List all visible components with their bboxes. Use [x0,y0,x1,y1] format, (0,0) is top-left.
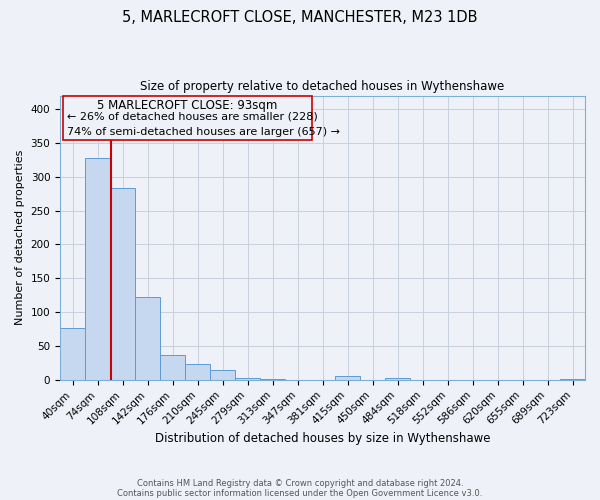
Bar [110,188,135,380]
Text: Contains HM Land Registry data © Crown copyright and database right 2024.: Contains HM Land Registry data © Crown c… [137,478,463,488]
Bar [135,298,160,380]
Bar [385,378,410,380]
Text: 74% of semi-detached houses are larger (657) →: 74% of semi-detached houses are larger (… [67,126,340,136]
Bar [60,328,85,380]
Text: 5 MARLECROFT CLOSE: 93sqm: 5 MARLECROFT CLOSE: 93sqm [97,99,278,112]
Text: ← 26% of detached houses are smaller (228): ← 26% of detached houses are smaller (22… [67,112,317,122]
Bar [160,355,185,380]
Title: Size of property relative to detached houses in Wythenshawe: Size of property relative to detached ho… [140,80,505,93]
FancyBboxPatch shape [62,96,312,140]
Bar [185,364,210,380]
Bar [210,370,235,380]
Bar [260,379,285,380]
Bar [235,378,260,380]
X-axis label: Distribution of detached houses by size in Wythenshawe: Distribution of detached houses by size … [155,432,490,445]
Text: Contains public sector information licensed under the Open Government Licence v3: Contains public sector information licen… [118,488,482,498]
Bar [335,376,360,380]
Y-axis label: Number of detached properties: Number of detached properties [15,150,25,326]
Bar [560,378,585,380]
Text: 5, MARLECROFT CLOSE, MANCHESTER, M23 1DB: 5, MARLECROFT CLOSE, MANCHESTER, M23 1DB [122,10,478,25]
Bar [85,158,110,380]
